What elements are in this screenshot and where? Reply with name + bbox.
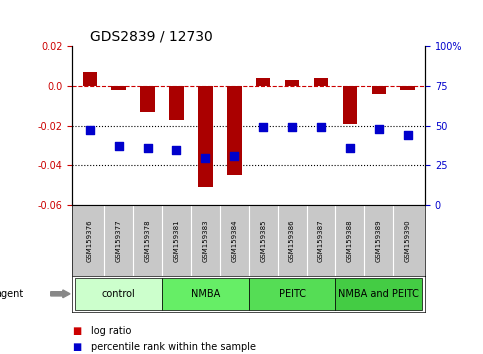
Point [346, 145, 354, 151]
Bar [342, 86, 357, 124]
Point [144, 145, 152, 151]
Text: NMBA: NMBA [191, 289, 220, 299]
Text: GSM159376: GSM159376 [87, 219, 93, 262]
Text: log ratio: log ratio [91, 326, 131, 336]
Text: ■: ■ [72, 342, 82, 352]
Point [86, 127, 94, 133]
Bar [249, 278, 336, 310]
Point [201, 155, 209, 160]
Bar [169, 86, 184, 120]
Bar [256, 78, 270, 86]
Text: GSM159384: GSM159384 [231, 219, 237, 262]
Bar [83, 72, 97, 86]
Text: GSM159387: GSM159387 [318, 219, 324, 262]
Text: GSM159385: GSM159385 [260, 219, 266, 262]
Bar [162, 278, 249, 310]
Text: control: control [102, 289, 136, 299]
Text: ■: ■ [72, 326, 82, 336]
Text: agent: agent [0, 289, 23, 299]
Bar [75, 278, 162, 310]
Bar [285, 80, 299, 86]
Bar [112, 86, 126, 90]
Text: GSM159383: GSM159383 [202, 219, 208, 262]
Point [317, 124, 325, 130]
Text: GDS2839 / 12730: GDS2839 / 12730 [90, 29, 213, 44]
Text: PEITC: PEITC [279, 289, 306, 299]
Text: GSM159390: GSM159390 [405, 219, 411, 262]
Text: GSM159381: GSM159381 [173, 219, 180, 262]
Bar [141, 86, 155, 112]
Bar [400, 86, 415, 90]
Point [404, 132, 412, 138]
Text: GSM159378: GSM159378 [144, 219, 151, 262]
Point [375, 126, 383, 132]
Bar [198, 86, 213, 187]
Bar [227, 86, 242, 176]
Bar [314, 78, 328, 86]
Bar [336, 278, 422, 310]
Bar [371, 86, 386, 94]
Text: percentile rank within the sample: percentile rank within the sample [91, 342, 256, 352]
Text: GSM159388: GSM159388 [347, 219, 353, 262]
Text: GSM159389: GSM159389 [376, 219, 382, 262]
Point [115, 143, 123, 149]
Text: NMBA and PEITC: NMBA and PEITC [339, 289, 419, 299]
Point [230, 153, 238, 159]
Text: GSM159386: GSM159386 [289, 219, 295, 262]
Point [259, 124, 267, 130]
Point [288, 124, 296, 130]
Point [172, 147, 180, 152]
Text: GSM159377: GSM159377 [116, 219, 122, 262]
